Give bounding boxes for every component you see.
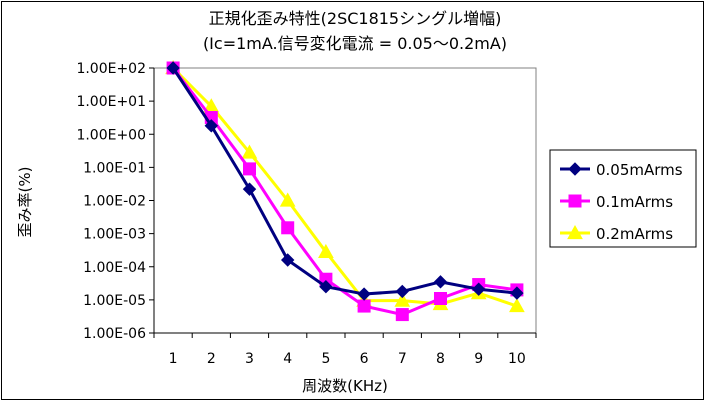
y-tick-label: 1.00E-01 [83,160,146,176]
y-tick-label: 1.00E-06 [83,326,146,342]
y-tick-label: 1.00E+01 [76,94,146,110]
legend-marker [568,194,582,208]
legend-label: 0.05mArms [596,161,683,179]
data-point [204,119,219,133]
y-tick-label: 1.00E+02 [76,61,146,77]
data-point [279,192,296,207]
data-point [166,61,180,75]
legend-item: 0.1mArms [560,193,673,211]
legend-label: 0.1mArms [596,193,673,211]
y-tick-label: 1.00E-03 [83,227,146,243]
data-point [357,287,371,301]
data-point [280,253,295,267]
y-tick-label: 1.00E-04 [83,260,146,276]
series-line [171,67,518,317]
x-tick-label: 2 [207,351,216,367]
x-tick-label: 10 [508,351,526,367]
data-point [318,243,334,259]
y-tick-label: 1.00E+00 [76,127,146,143]
y-tick-label: 1.00E-02 [83,194,146,210]
x-tick-label: 9 [474,351,483,367]
legend-item: 0.05mArms [560,161,683,179]
chart-subtitle: (Ic=1mA.信号変化電流 = 0.05～0.2mA) [203,34,507,53]
y-tick-label: 1.00E-05 [83,293,146,309]
axes: 1.00E+02 1.00E+01 1.00E+00 1.00E-01 1.00E-02… [76,61,537,367]
data-point [394,292,411,307]
x-tick-label: 6 [360,351,369,367]
data-point [510,286,524,300]
chart-title: 正規化歪み特性(2SC1815シングル増幅) [209,9,502,28]
data-point [243,162,256,176]
data-point [433,275,448,289]
x-tick-label: 4 [283,351,292,367]
series-line [172,66,518,308]
data-point [395,284,410,299]
legend-marker [568,162,582,176]
data-point [434,292,447,306]
series-line [171,67,518,296]
data-point [509,298,525,313]
legend: 0.05mArms 0.1mArms 0.2mArms [560,161,683,243]
x-tick-label: 7 [398,351,407,367]
series-layer [165,59,525,322]
data-point [395,308,409,322]
x-tick-label: 1 [169,351,178,367]
legend-label: 0.2mArms [596,225,673,243]
data-point [357,299,371,313]
legend-marker [567,224,583,240]
series-0.05mArms [166,61,524,301]
x-tick-label: 8 [436,351,445,367]
data-point [319,279,333,294]
y-axis-title: 歪み率(%) [16,167,34,238]
data-point [241,144,258,159]
data-point [471,282,486,296]
data-point [242,182,257,196]
x-tick-label: 3 [245,351,254,367]
data-point [281,221,295,235]
x-tick-label: 5 [321,351,330,367]
legend-item: 0.2mArms [560,224,673,243]
x-axis-title: 周波数(KHz) [302,377,388,395]
